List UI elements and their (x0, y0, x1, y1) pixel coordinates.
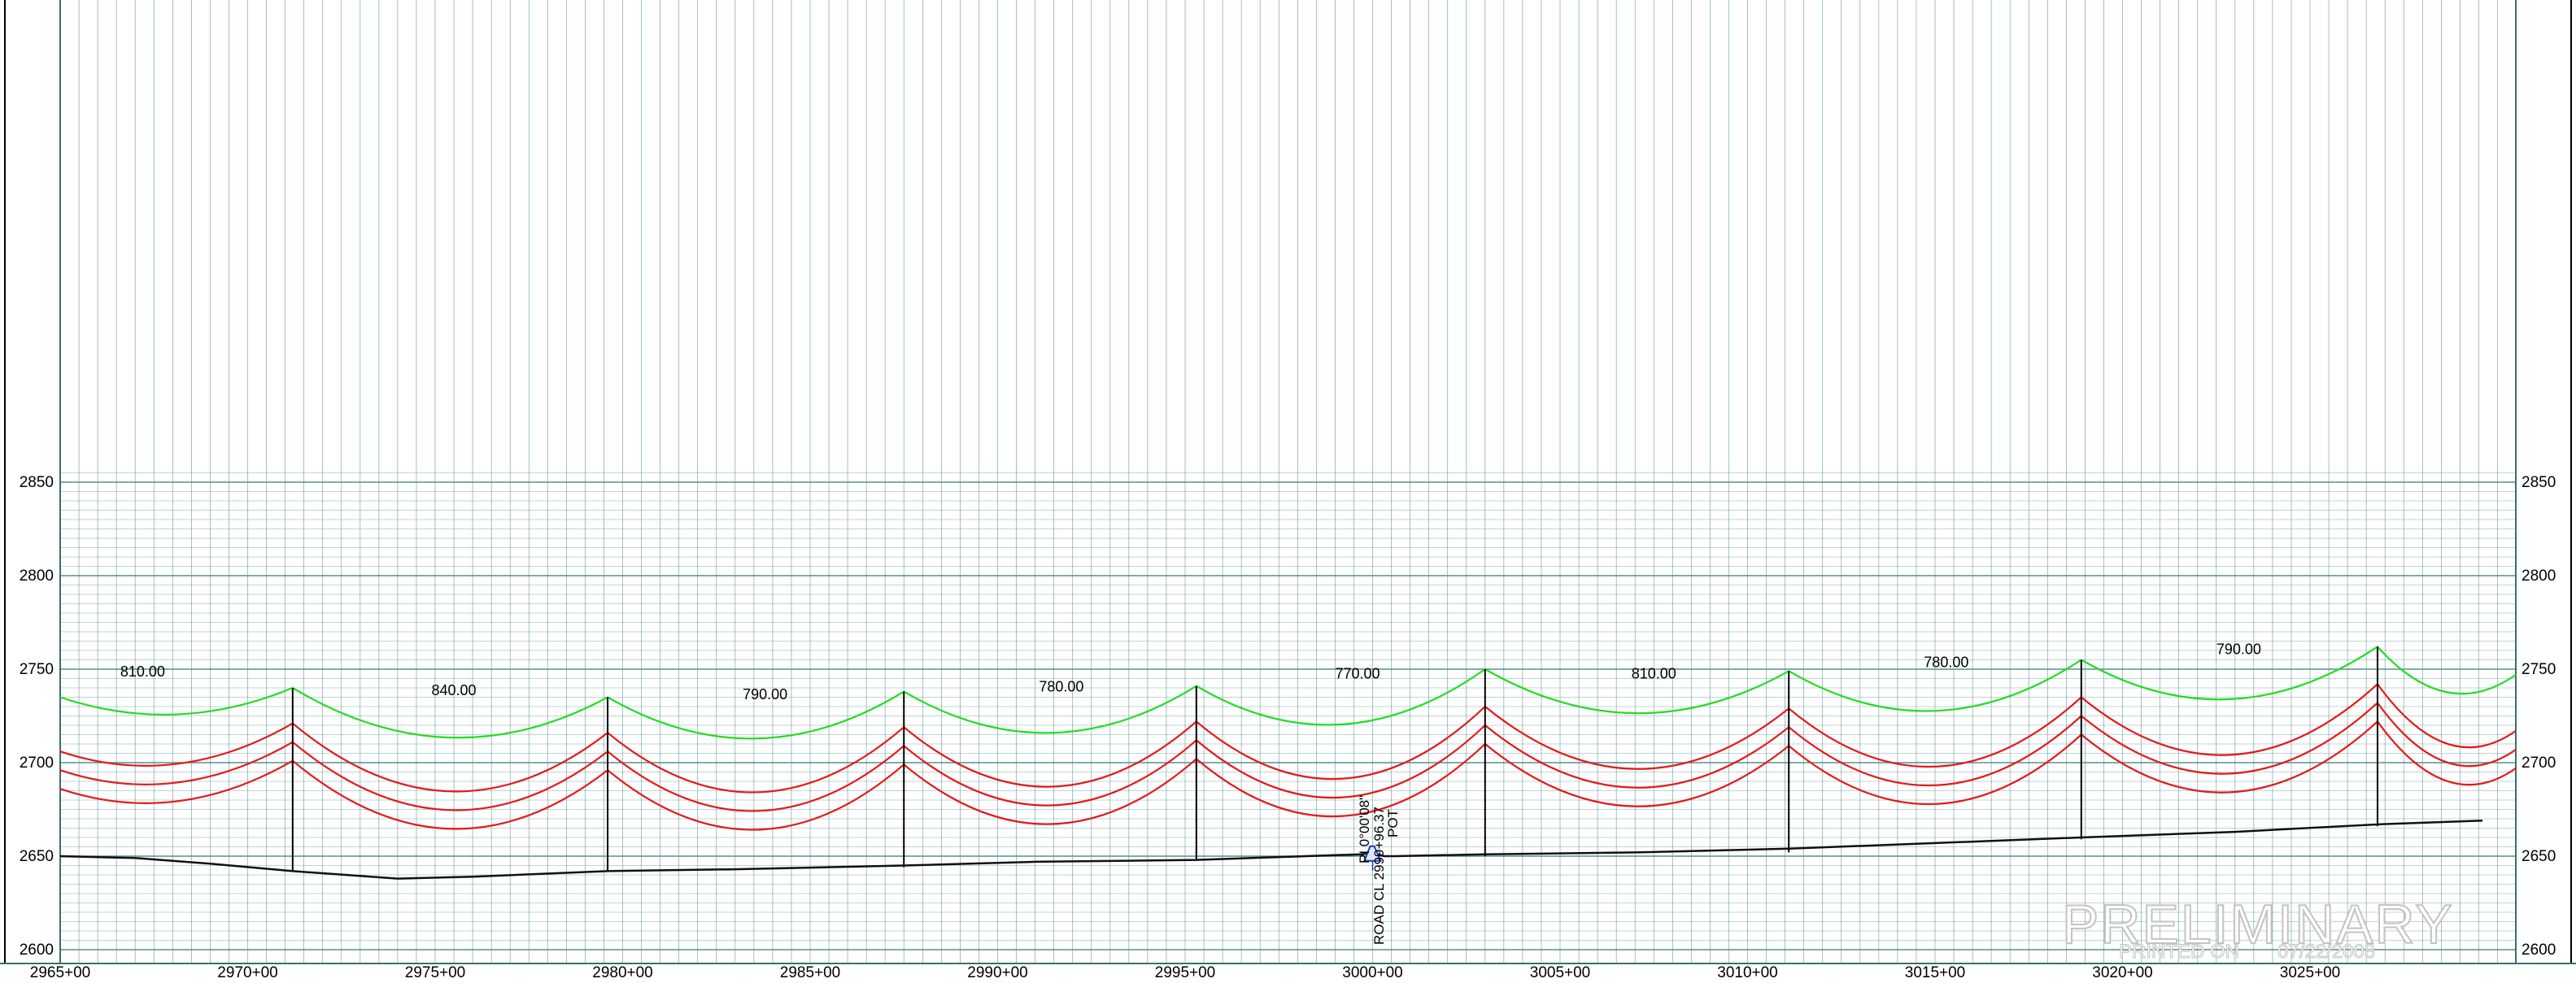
elevation-tick-left: 2600 (20, 942, 54, 959)
elevation-tick-left: 2650 (20, 848, 54, 865)
road-crossing-symbol (1363, 845, 1383, 862)
wires (59, 646, 2517, 831)
station-tick: 3005+00 (1530, 964, 1591, 979)
top-wire-span (292, 687, 608, 739)
conductor-span (2081, 683, 2378, 756)
span-length-label: 770.00 (1336, 666, 1380, 682)
station-tick: 3000+00 (1342, 964, 1403, 979)
conductor-span (1484, 724, 1789, 789)
top-wire-span (59, 686, 294, 716)
elevation-tick-left: 2700 (20, 755, 54, 772)
top-wire-span (2081, 646, 2378, 701)
grid (59, 0, 2516, 963)
conductor-span (607, 726, 904, 794)
station-tick: 2980+00 (592, 964, 653, 979)
span-length-label: 780.00 (1924, 655, 1968, 671)
station-tick: 3015+00 (1905, 964, 1966, 979)
elevation-tick-right: 2650 (2522, 848, 2556, 865)
conductor-span (607, 763, 904, 831)
conductor-span (1788, 696, 2082, 768)
station-tick: 2970+00 (217, 964, 278, 979)
top-wire-span (607, 690, 904, 740)
conductor-span (1196, 743, 1486, 818)
station-tick: 2990+00 (967, 964, 1028, 979)
elevation-tick-right: 2700 (2522, 755, 2556, 772)
elevation-tick-left: 2800 (20, 568, 54, 585)
station-tick: 3025+00 (2280, 964, 2341, 979)
span-labels: 810.00 840.00 790.00 780.00 770.00 810.00 780.… (120, 642, 2261, 702)
road-crossing: PI 0°00'08" ROAD CL 2999+96.37 POT (1357, 795, 1401, 945)
station-tick: 2975+00 (405, 964, 466, 979)
conductor-span (59, 759, 294, 804)
axis-ticks: 2600 2600 2650 2650 2700 2700 2750 2750 2800 2800… (20, 474, 2556, 981)
conductor-span (903, 758, 1197, 825)
printed-on-label: PRINTED ON (2119, 941, 2239, 963)
conductor-span (1484, 706, 1789, 770)
conductor-span (292, 741, 608, 811)
span-length-label: 790.00 (743, 686, 787, 702)
station-tick: 2985+00 (780, 964, 841, 979)
conductor-span (903, 739, 1197, 807)
top-wire-span (1484, 668, 1789, 715)
elevation-tick-left: 2850 (20, 474, 54, 491)
conductor-span (1196, 724, 1486, 799)
conductor-span (2081, 702, 2378, 775)
conductor-span (1196, 706, 1486, 781)
elevation-tick-left: 2750 (20, 661, 54, 678)
station-tick: 2995+00 (1155, 964, 1216, 979)
span-length-label: 790.00 (2216, 642, 2261, 658)
conductor-span (2377, 720, 2517, 786)
elevation-tick-right: 2750 (2522, 661, 2556, 678)
conductor-span (59, 722, 294, 767)
conductor-span (2377, 702, 2517, 768)
top-wire-span (903, 685, 1197, 734)
printed-date: 07/22/2008 (2277, 941, 2375, 963)
conductor-span (1788, 733, 2082, 806)
span-length-label: 840.00 (432, 682, 477, 698)
top-wire-span (1788, 659, 2082, 712)
pi-label: PI 0°00'08" (1357, 795, 1372, 863)
elevation-tick-right: 2800 (2522, 568, 2556, 585)
top-wire-span (1196, 668, 1486, 726)
station-tick: 3010+00 (1717, 964, 1778, 979)
span-length-label: 810.00 (1632, 666, 1676, 682)
pot-label: POT (1385, 809, 1401, 837)
span-length-label: 810.00 (120, 663, 165, 680)
conductor-span (59, 741, 294, 785)
ground-profile (59, 820, 2483, 880)
elevation-tick-right: 2600 (2522, 942, 2556, 959)
preliminary-text: PRELIMINARY (2062, 894, 2454, 955)
station-tick: 2965+00 (30, 964, 91, 979)
top-wire-span (2377, 646, 2517, 695)
conductor-span (292, 722, 608, 793)
span-length-label: 780.00 (1039, 679, 1083, 695)
structures (291, 646, 2378, 872)
station-tick: 3020+00 (2092, 964, 2153, 979)
conductor-span (292, 759, 608, 830)
road-label: ROAD CL 2999+96.37 (1371, 807, 1387, 945)
conductor-span (1788, 715, 2082, 787)
conductor-span (903, 720, 1197, 788)
conductor-span (1484, 743, 1789, 807)
conductor-span (2081, 720, 2378, 794)
preliminary-stamp: PRELIMINARY PRINTED ON 07/22/2008 (2061, 893, 2454, 963)
conductor-span (2377, 683, 2517, 749)
conductor-span (607, 745, 904, 812)
elevation-tick-right: 2850 (2522, 474, 2556, 491)
